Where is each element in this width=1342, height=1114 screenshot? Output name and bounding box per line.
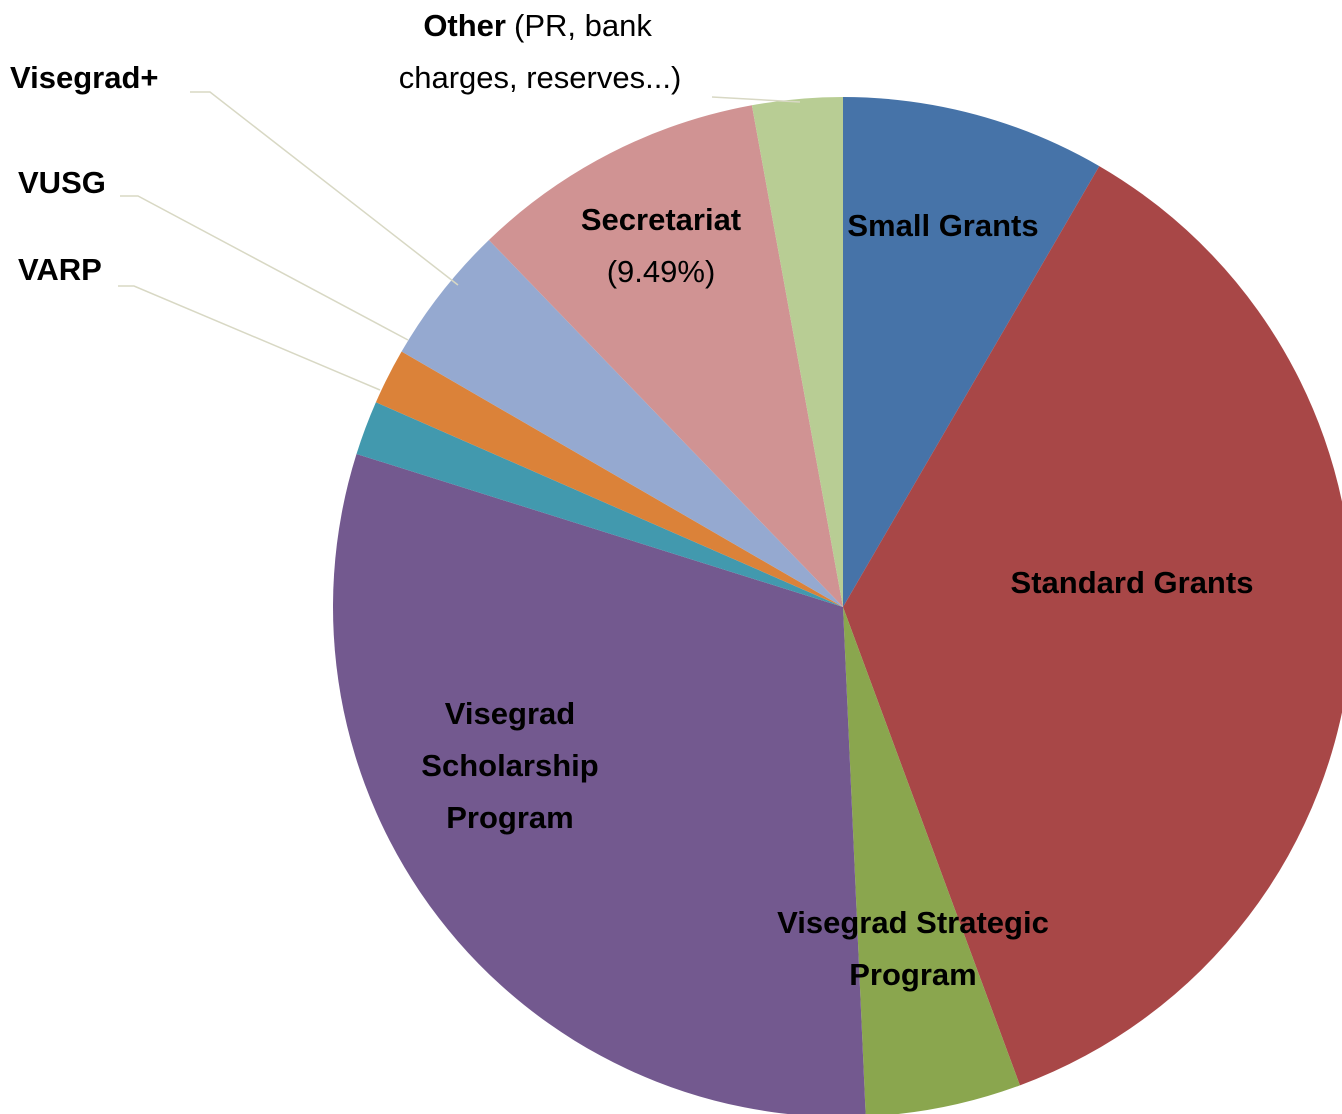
pie <box>333 97 1342 1114</box>
leader-line <box>120 195 409 341</box>
pie-slice <box>375 351 843 607</box>
slice-label: Secretariat <box>581 202 741 237</box>
pie-slice <box>401 239 843 607</box>
slice-label: Visegrad Scholarship Program <box>421 696 598 835</box>
pie-slice <box>843 166 1342 1086</box>
value-label: (9.49%) <box>607 254 716 289</box>
pie-slice <box>356 402 843 607</box>
slice-label: Standard Grants <box>1011 565 1254 600</box>
pie-slice <box>843 97 1100 607</box>
slice-label: Other <box>423 8 506 43</box>
pie-slice <box>333 453 866 1114</box>
slice-label: VUSG <box>18 165 106 200</box>
pie-slice <box>843 607 1020 1114</box>
leader-line <box>118 285 381 391</box>
slice-label: Visegrad+ <box>10 60 159 95</box>
leader-line <box>711 96 801 103</box>
slice-label: VARP <box>18 252 102 287</box>
slice-label: Small Grants <box>847 208 1038 243</box>
pie-slice <box>751 97 843 607</box>
annotation: (PR, bank charges, reserves...) <box>399 8 682 95</box>
pie-slice <box>488 105 843 608</box>
slice-label: Visegrad Strategic Program <box>777 905 1049 992</box>
leader-line <box>190 91 459 286</box>
leader-lines <box>118 91 801 391</box>
